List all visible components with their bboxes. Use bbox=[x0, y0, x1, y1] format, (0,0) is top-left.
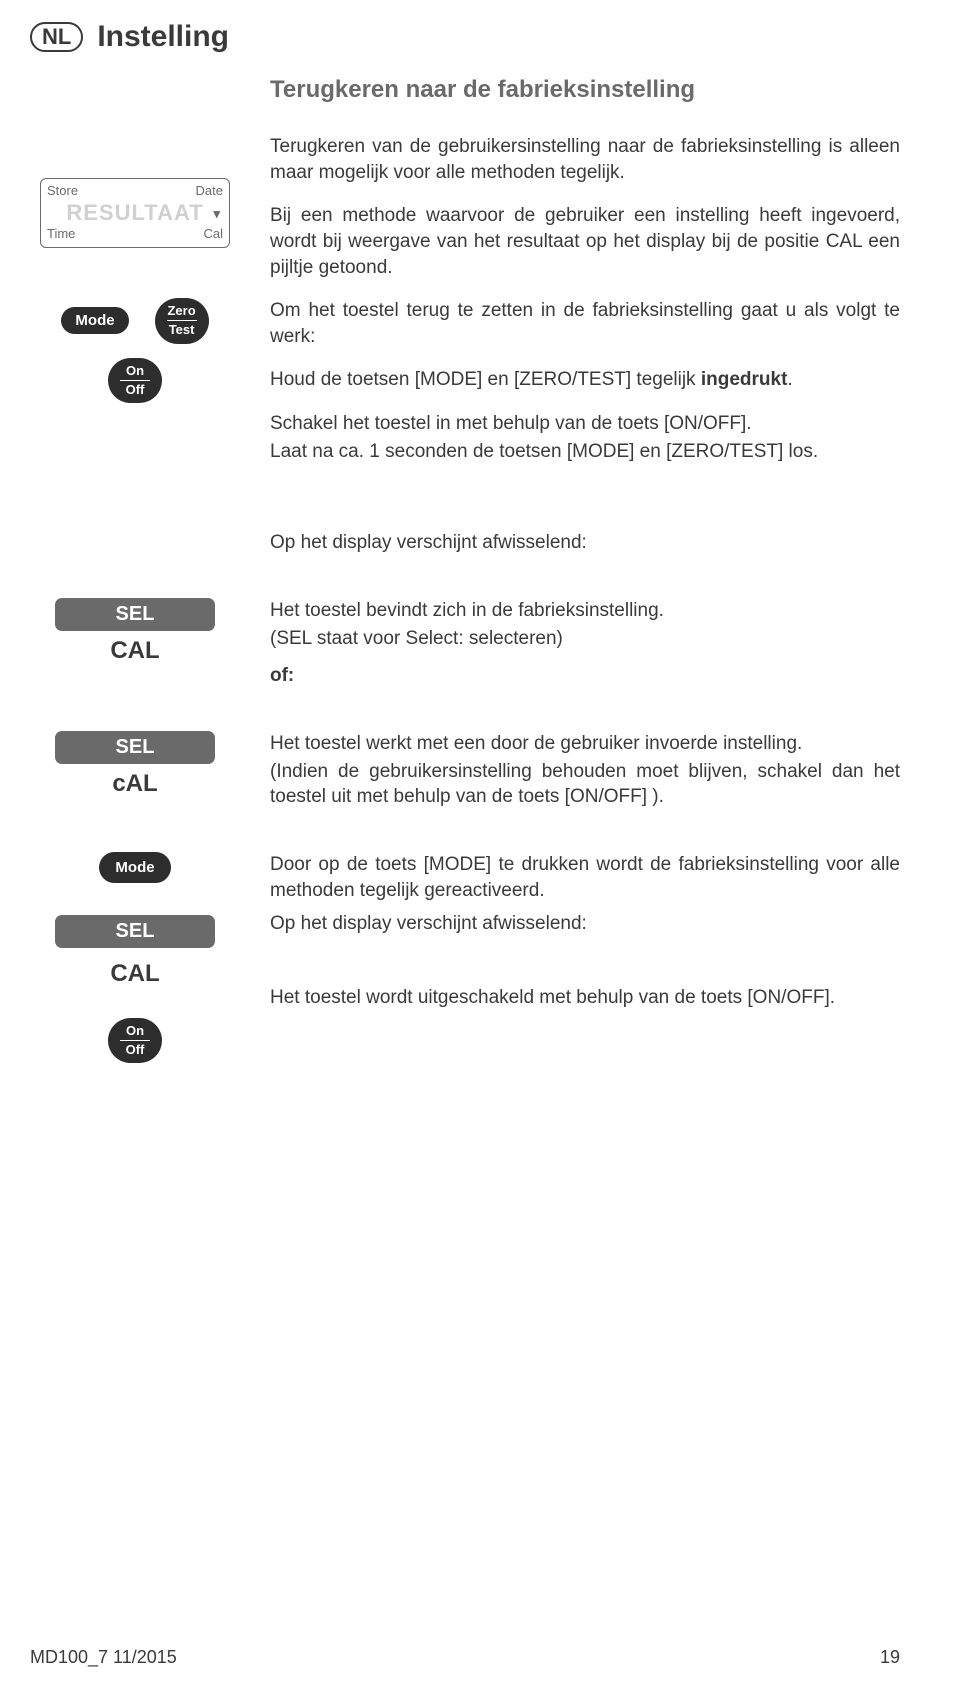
paragraph: Schakel het toestel in met behulp van de… bbox=[270, 411, 900, 437]
sel-indicator: SEL bbox=[55, 915, 215, 948]
paragraph: Het toestel werkt met een door de gebrui… bbox=[270, 731, 900, 757]
paragraph: Bij een methode waarvoor de gebruiker ee… bbox=[270, 203, 900, 280]
display-alternating-section: Op het display verschijnt afwisselend: bbox=[30, 530, 900, 574]
sel-indicator: SEL bbox=[55, 598, 215, 631]
language-badge: NL bbox=[30, 22, 83, 52]
paragraph: Op het display verschijnt afwisselend: bbox=[270, 530, 900, 556]
paragraph: Het toestel bevindt zich in de fabrieksi… bbox=[270, 598, 900, 624]
on-label: On bbox=[126, 1024, 144, 1038]
button-row: Mode Zero Test bbox=[61, 298, 208, 344]
off-label: Off bbox=[126, 1043, 145, 1057]
sel-cal-section-2: SEL cAL Het toestel werkt met een door d… bbox=[30, 731, 900, 828]
paragraph: Het toestel wordt uitgeschakeld met behu… bbox=[270, 985, 900, 1011]
paragraph: Laat na ca. 1 seconden de toetsen [MODE]… bbox=[270, 439, 900, 465]
display-label-time: Time bbox=[47, 226, 75, 241]
text-run: Houd de toetsen [MODE] en [ZERO/TEST] te… bbox=[270, 369, 701, 390]
divider-icon bbox=[120, 380, 150, 381]
divider-icon bbox=[120, 1040, 150, 1041]
on-off-button-icon: On Off bbox=[108, 358, 162, 404]
page-header: NL Instelling bbox=[30, 20, 900, 54]
off-label: Off bbox=[126, 383, 145, 397]
page-title: Instelling bbox=[97, 20, 229, 54]
cal-upper-text: CAL bbox=[55, 637, 215, 665]
cal-lower-text: cAL bbox=[55, 770, 215, 798]
display-result: RESULTAAT bbox=[47, 200, 223, 226]
text-run: . bbox=[787, 369, 792, 390]
paragraph: (Indien de gebruikersinstelling behouden… bbox=[270, 759, 900, 810]
text-bold: ingedrukt bbox=[701, 369, 788, 390]
page-footer: MD100_7 11/2015 19 bbox=[30, 1647, 900, 1668]
on-label: On bbox=[126, 364, 144, 378]
footer-page-number: 19 bbox=[880, 1647, 900, 1668]
display-label-store: Store bbox=[47, 183, 78, 198]
of-label: of: bbox=[270, 663, 900, 689]
section-subheading: Terugkeren naar de fabrieksinstelling bbox=[270, 76, 900, 104]
paragraph: (SEL staat voor Select: selecteren) bbox=[270, 626, 900, 652]
display-label-cal: Cal bbox=[203, 226, 223, 241]
zero-label: Zero bbox=[167, 304, 195, 318]
sel-cal-section-1: SEL CAL Het toestel bevindt zich in de f… bbox=[30, 598, 900, 707]
on-off-button-icon: On Off bbox=[108, 1018, 162, 1064]
paragraph: Op het display verschijnt afwisselend: bbox=[270, 911, 900, 937]
footer-doc-id: MD100_7 11/2015 bbox=[30, 1647, 177, 1668]
paragraph: Houd de toetsen [MODE] en [ZERO/TEST] te… bbox=[270, 367, 900, 393]
zero-test-button-icon: Zero Test bbox=[155, 298, 209, 344]
mode-button-icon: Mode bbox=[99, 852, 170, 883]
paragraph: Terugkeren van de gebruikersinstelling n… bbox=[270, 134, 900, 185]
display-label-date: Date bbox=[196, 183, 223, 198]
cal-upper-text: CAL bbox=[55, 960, 215, 988]
lcd-display: Store Date RESULTAAT Time Cal bbox=[40, 178, 230, 248]
test-label: Test bbox=[169, 323, 195, 337]
mode-button-icon: Mode bbox=[61, 307, 128, 334]
mode-section: Mode SEL CAL On Off Door op de toets [MO… bbox=[30, 852, 900, 1064]
sel-indicator: SEL bbox=[55, 731, 215, 764]
paragraph: Om het toestel terug te zetten in de fab… bbox=[270, 298, 900, 349]
paragraph: Door op de toets [MODE] te drukken wordt… bbox=[270, 852, 900, 903]
intro-block: Store Date RESULTAAT Time Cal Mode Zero … bbox=[30, 134, 900, 482]
divider-icon bbox=[167, 320, 197, 321]
